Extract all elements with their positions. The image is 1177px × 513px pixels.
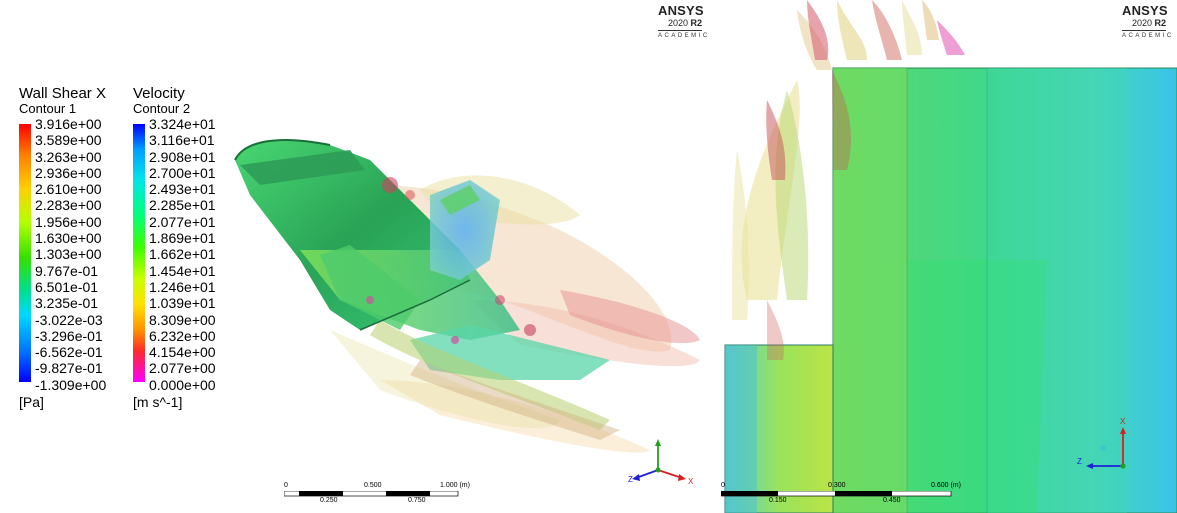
axis-label: Z: [628, 475, 633, 484]
legend-tick: 1.303e+00: [35, 246, 102, 263]
legend-tick: 3.235e-01: [35, 295, 99, 312]
axis-triad-left: Z X: [628, 439, 694, 486]
scale-label: 0.300: [828, 482, 846, 489]
scale-label: 0.150: [769, 497, 787, 504]
legend-tick: 2.610e+00: [35, 181, 102, 198]
scale-bar-graphic: [721, 491, 952, 497]
legend-tick: 8.309e+00: [149, 311, 216, 328]
brand-edition: ACADEMIC: [1122, 33, 1174, 39]
ansys-logo: ANSYS 2020 R2 ACADEMIC: [658, 3, 707, 40]
brand-name: ANSYS: [1122, 3, 1168, 18]
legend-ticks: 3.916e+00 3.589e+00 3.263e+00 2.936e+00 …: [35, 116, 106, 393]
legend-tick: 1.630e+00: [35, 230, 102, 247]
legend-tick: 1.454e+01: [149, 262, 216, 279]
legend-tick: 2.077e+01: [149, 213, 216, 230]
scale-bar-graphic: [284, 491, 459, 497]
scale-label: 0: [284, 482, 288, 489]
legend-unit: [Pa]: [19, 394, 44, 410]
brand-version-bold: R2: [1154, 18, 1166, 28]
legend-tick: 1.869e+01: [149, 230, 216, 247]
cfd-render-left[interactable]: [0, 0, 707, 513]
scale-label: 0.500: [364, 482, 382, 489]
legend-tick: 6.501e-01: [35, 278, 99, 295]
axis-label: X: [1120, 417, 1126, 426]
viewport-right[interactable]: ANSYS 2020 R2 ACADEMIC 0 0.300 0.600 (m)…: [707, 0, 1177, 513]
brand-version-prefix: 2020: [667, 18, 691, 28]
legend-color-bar: [133, 124, 145, 382]
legend-tick: 3.916e+00: [35, 116, 102, 132]
legend-subtitle: Contour 1: [19, 101, 77, 116]
scale-label: 0: [721, 482, 725, 489]
axis-triad-right: X Z: [1077, 417, 1126, 469]
legend-tick: 2.077e+00: [149, 360, 216, 377]
cfd-render-right[interactable]: [707, 0, 1177, 513]
legend-title: Wall Shear X: [19, 85, 106, 102]
legend-subtitle: Contour 2: [133, 101, 191, 116]
legend-tick: 6.232e+00: [149, 327, 216, 344]
brand-edition: ACADEMIC: [658, 33, 707, 39]
axis-label: Z: [1077, 457, 1082, 466]
legend-wall-shear: Wall Shear X Contour 1 3.916e+00 3.589e+…: [19, 86, 106, 410]
legend-unit: [m s^-1]: [133, 394, 183, 410]
legend-tick: 2.936e+00: [35, 164, 102, 181]
viewport-left[interactable]: Wall Shear X Contour 1 3.916e+00 3.589e+…: [0, 0, 707, 513]
legend-tick: 4.154e+00: [149, 344, 216, 361]
legend-tick: 1.662e+01: [149, 246, 216, 263]
legend-tick: 2.283e+00: [35, 197, 102, 214]
scale-label: 0.250: [320, 497, 338, 504]
legend-tick: 3.589e+00: [35, 132, 102, 149]
brand-name: ANSYS: [658, 3, 704, 18]
legend-tick: 2.700e+01: [149, 164, 216, 181]
legend-tick: -3.296e-01: [35, 327, 103, 344]
brand-version: 2020 R2: [1122, 18, 1166, 28]
legend-tick: -1.309e+00: [35, 376, 107, 393]
ansys-logo: ANSYS 2020 R2 ACADEMIC: [1122, 3, 1174, 40]
legend-tick: 9.767e-01: [35, 262, 99, 279]
brand-version-prefix: 2020: [1131, 18, 1155, 28]
scale-label: 0.750: [408, 497, 426, 504]
legend-tick: 2.493e+01: [149, 181, 216, 198]
legend-tick: 1.956e+00: [35, 213, 102, 230]
legend-tick: 3.263e+00: [35, 148, 102, 165]
legend-tick: 3.116e+01: [149, 132, 215, 149]
legend-tick: 2.908e+01: [149, 148, 216, 165]
legend-tick: 1.039e+01: [149, 295, 216, 312]
legend-color-bar: [19, 124, 31, 382]
legend-ticks: 3.324e+01 3.116e+01 2.908e+01 2.700e+01 …: [149, 116, 216, 393]
legend-title: Velocity: [133, 85, 185, 102]
legend-tick: 3.324e+01: [149, 116, 216, 132]
legend-tick: -6.562e-01: [35, 344, 103, 361]
axis-label: X: [688, 477, 694, 486]
legend-velocity: Velocity Contour 2 3.324e+01 3.116e+01 2…: [133, 85, 216, 410]
brand-version: 2020 R2: [658, 18, 702, 28]
scale-label: 0.600 (m): [931, 482, 961, 489]
legend-tick: 2.285e+01: [149, 197, 216, 214]
legend-tick: -9.827e-01: [35, 360, 103, 377]
legend-tick: 0.000e+00: [149, 376, 216, 393]
legend-tick: -3.022e-03: [35, 311, 103, 328]
brand-version-bold: R2: [690, 18, 702, 28]
legend-tick: 1.246e+01: [149, 278, 216, 295]
scale-label: 0.450: [883, 497, 901, 504]
scale-label: 1.000 (m): [440, 482, 470, 489]
